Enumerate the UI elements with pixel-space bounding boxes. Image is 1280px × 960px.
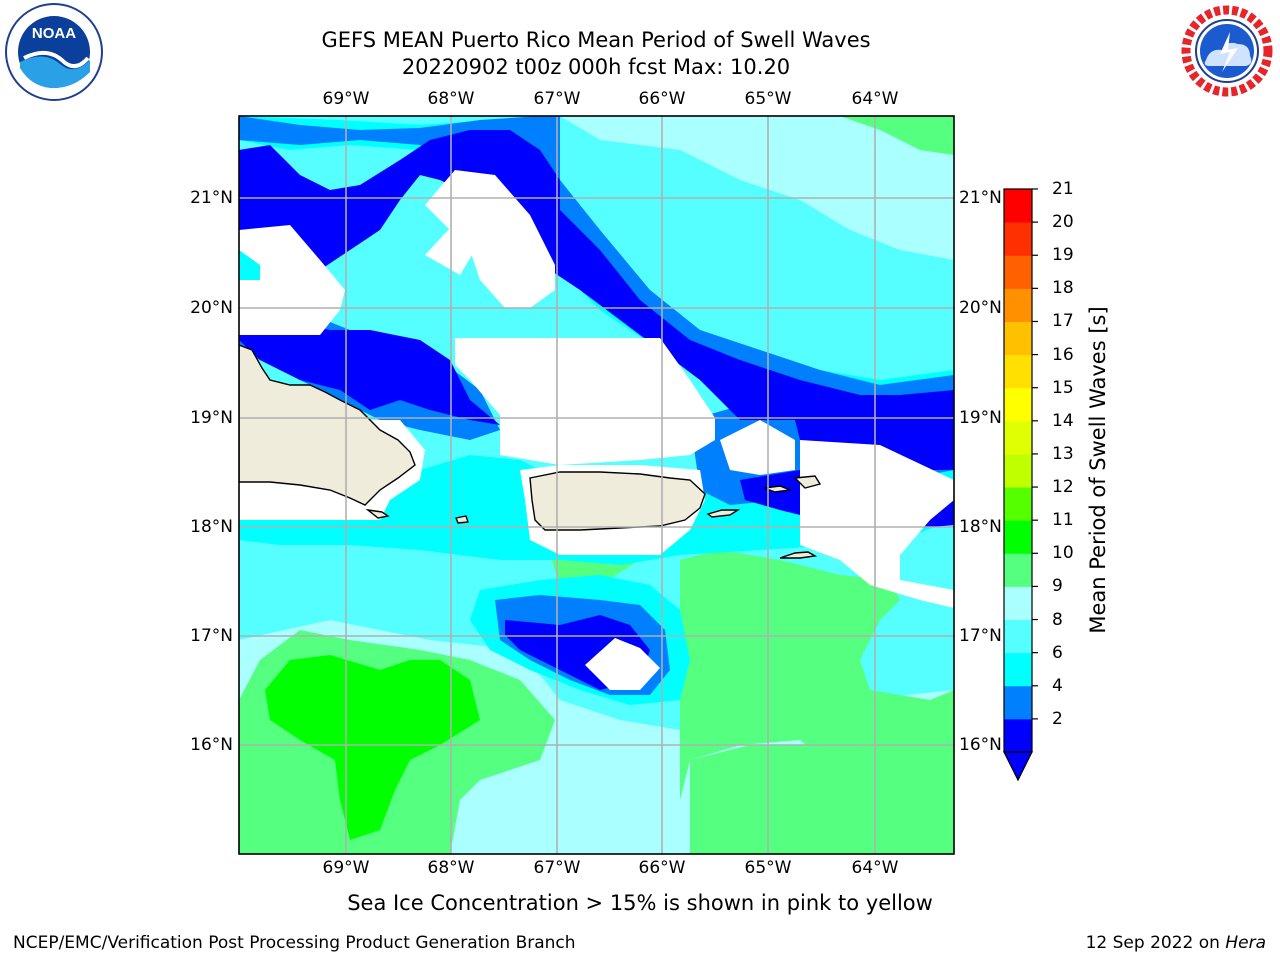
colorbar-tick-label: 14 (1052, 410, 1074, 431)
colorbar-swatch (1004, 354, 1032, 389)
plot-subtitle: 20220902 t00z 000h fcst Max: 10.20 (401, 55, 791, 79)
st-croix-land (779, 551, 818, 559)
map-gridlines (239, 116, 954, 854)
lat-tick-right: 21°N (959, 188, 1002, 208)
hispaniola-land (239, 344, 416, 506)
swell-band-9-10-ne (840, 116, 954, 155)
colorbar-swatch (1004, 619, 1032, 654)
saona-island-land (365, 508, 390, 519)
colorbar-swatch (1004, 222, 1032, 256)
colorbar-swatch (1004, 288, 1032, 322)
colorbar-tick-label: 11 (1052, 510, 1074, 531)
lat-tick-right: 16°N (959, 735, 1002, 755)
colorbar-tick-label: 13 (1052, 443, 1074, 464)
swell-band-9-10-se (680, 550, 954, 854)
lon-tick-bottom: 66°W (638, 858, 686, 878)
bvi-land (793, 475, 822, 489)
colorbar-frame (1003, 188, 1033, 753)
colorbar-tick-label: 17 (1052, 311, 1074, 332)
lat-tick-right: 19°N (959, 408, 1002, 428)
lat-tick-left: 16°N (190, 735, 233, 755)
lat-tick-left: 19°N (190, 408, 233, 428)
lat-tick-left: 21°N (190, 188, 233, 208)
colorbar-swatch (1004, 420, 1032, 455)
lon-tick-top: 66°W (638, 89, 686, 109)
colorbar-tick-label: 12 (1052, 477, 1074, 498)
footer-date-text: 12 Sep 2022 on (1085, 933, 1220, 953)
lon-tick-bottom: 65°W (744, 858, 792, 878)
swell-band-8-9-north (560, 116, 954, 260)
colorbar-tick-label: 20 (1052, 212, 1074, 233)
colorbar-tick-label: 6 (1052, 642, 1063, 663)
noaa-logo: NOAA (5, 3, 103, 101)
footer-date: 12 Sep 2022 on Hera (1086, 933, 1266, 953)
colorbar-swatch (1004, 387, 1032, 422)
lon-tick-top: 68°W (427, 89, 475, 109)
colorbar-swatch (1004, 255, 1032, 289)
lon-tick-top: 65°W (744, 89, 792, 109)
colorbar-tick-label: 16 (1052, 344, 1074, 365)
colorbar-tick-label: 10 (1052, 543, 1074, 564)
colorbar-swatch (1004, 685, 1032, 720)
lon-tick-top: 64°W (851, 89, 899, 109)
lat-tick-right: 18°N (959, 517, 1002, 537)
lon-tick-bottom: 64°W (851, 858, 899, 878)
colorbar-tick-label: 2 (1052, 708, 1063, 729)
colorbar-swatch (1004, 718, 1032, 753)
vieques-land (706, 509, 741, 518)
map-frame (238, 115, 955, 855)
swell-band-lt2-north (239, 130, 954, 470)
colorbar-swatch (1004, 487, 1032, 521)
swell-band-9-10-se2 (690, 745, 954, 854)
colorbar-tick-label: 9 (1052, 576, 1063, 597)
colorbar (1003, 188, 1038, 782)
colorbar-tick-label: 19 (1052, 245, 1074, 266)
colorbar-tick-label: 18 (1052, 278, 1074, 299)
lat-tick-left: 18°N (190, 517, 233, 537)
lon-tick-bottom: 69°W (322, 858, 370, 878)
lon-tick-top: 67°W (533, 89, 581, 109)
lat-tick-left: 20°N (190, 298, 233, 318)
lon-tick-top: 69°W (322, 89, 370, 109)
colorbar-swatch (1004, 520, 1032, 554)
colorbar-swatch (1004, 553, 1032, 587)
nws-logo (1180, 4, 1274, 98)
colorbar-swatch (1004, 652, 1032, 687)
footer-system-name: Hera (1225, 933, 1266, 953)
lon-tick-bottom: 67°W (533, 858, 581, 878)
colorbar-extend-min (1003, 751, 1033, 782)
lon-tick-bottom: 68°W (427, 858, 475, 878)
colorbar-tick-label: 8 (1052, 609, 1063, 630)
swell-band-lt2-east (790, 395, 954, 470)
colorbar-swatch (1004, 453, 1032, 488)
colorbar-tick-label: 4 (1052, 675, 1063, 696)
lat-tick-right: 20°N (959, 298, 1002, 318)
st-thomas-land (763, 485, 793, 493)
lat-tick-left: 17°N (190, 626, 233, 646)
plot-title: GEFS MEAN Puerto Rico Mean Period of Swe… (321, 28, 871, 52)
colorbar-tick-label: 21 (1052, 179, 1074, 199)
lat-tick-right: 17°N (959, 626, 1002, 646)
colorbar-swatch (1004, 189, 1032, 223)
swell-band-10-11-sw (265, 655, 480, 840)
colorbar-title: Mean Period of Swell Waves [s] (1086, 306, 1110, 634)
noaa-logo-text: NOAA (32, 25, 76, 42)
colorbar-tick-label: 15 (1052, 377, 1074, 398)
colorbar-swatch (1004, 321, 1032, 356)
footer-credit: NCEP/EMC/Verification Post Processing Pr… (13, 933, 576, 953)
sea-ice-note: Sea Ice Concentration > 15% is shown in … (347, 891, 933, 915)
colorbar-swatch (1004, 586, 1032, 621)
mona-island-land (455, 515, 469, 524)
